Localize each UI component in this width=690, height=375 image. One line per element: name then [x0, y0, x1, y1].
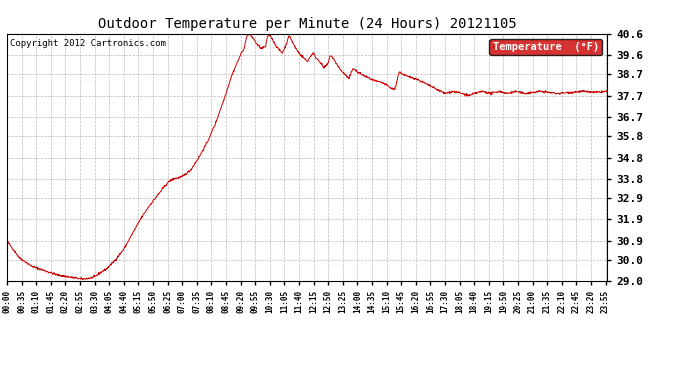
Text: Copyright 2012 Cartronics.com: Copyright 2012 Cartronics.com — [10, 39, 166, 48]
Title: Outdoor Temperature per Minute (24 Hours) 20121105: Outdoor Temperature per Minute (24 Hours… — [98, 17, 516, 31]
Legend: Temperature  (°F): Temperature (°F) — [489, 39, 602, 55]
